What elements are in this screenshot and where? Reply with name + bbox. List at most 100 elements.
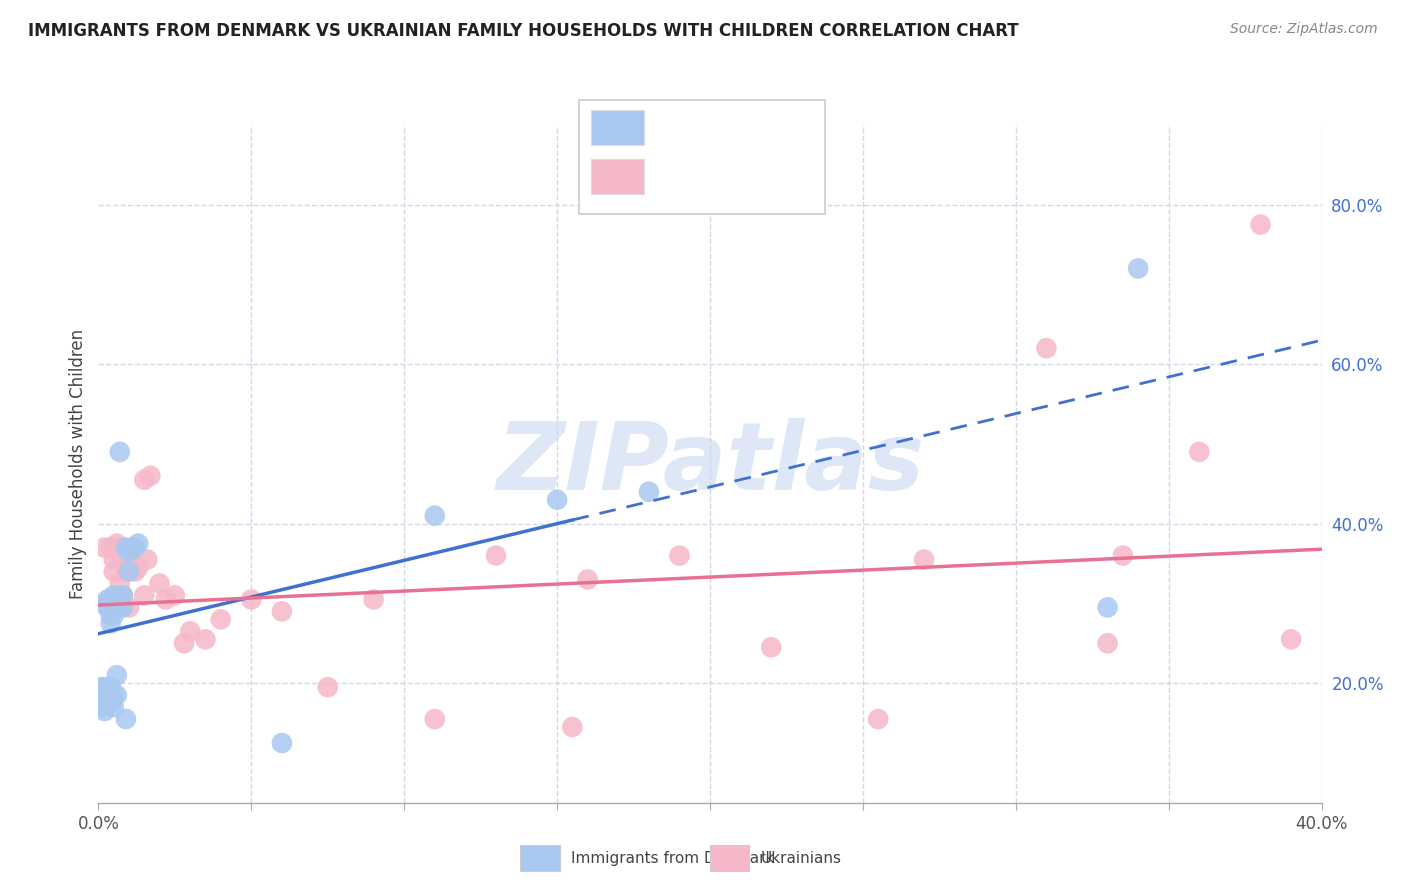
Point <box>100 596 122 610</box>
Point <box>111 589 134 603</box>
Point <box>105 688 128 702</box>
Point <box>118 600 141 615</box>
Point <box>103 700 125 714</box>
Point <box>423 508 446 523</box>
Point <box>155 592 177 607</box>
Point <box>363 592 385 607</box>
Point <box>209 612 232 626</box>
Point <box>1112 549 1135 563</box>
Point <box>97 600 120 615</box>
Text: 38: 38 <box>782 119 804 136</box>
Point <box>108 549 131 563</box>
Point <box>173 636 195 650</box>
Point <box>93 680 115 694</box>
Point <box>163 589 186 603</box>
Point <box>115 544 138 558</box>
Point <box>149 576 172 591</box>
Point <box>103 552 125 566</box>
Point <box>115 712 138 726</box>
Point <box>423 712 446 726</box>
Point <box>1097 636 1119 650</box>
Text: R =: R = <box>658 119 697 136</box>
Text: ZIPatlas: ZIPatlas <box>496 417 924 510</box>
Point <box>111 541 134 555</box>
Point <box>127 560 149 574</box>
Point <box>105 668 128 682</box>
Point <box>637 484 661 499</box>
Point <box>576 573 599 587</box>
Point <box>118 565 141 579</box>
Point <box>868 712 890 726</box>
Point <box>108 589 131 603</box>
Text: 0.213: 0.213 <box>695 119 747 136</box>
Y-axis label: Family Households with Children: Family Households with Children <box>69 329 87 599</box>
Point <box>105 596 128 610</box>
Point <box>97 696 120 710</box>
Point <box>100 608 122 623</box>
Point <box>103 608 125 623</box>
Point <box>100 680 122 694</box>
Point <box>103 565 125 579</box>
Point <box>93 704 115 718</box>
Point <box>100 541 122 555</box>
Point <box>108 445 131 459</box>
Point <box>111 600 134 615</box>
Point <box>912 552 935 566</box>
Point <box>97 592 120 607</box>
Point <box>1249 218 1271 232</box>
Point <box>485 549 508 563</box>
Point <box>97 600 120 615</box>
Point <box>316 680 339 694</box>
Point <box>270 604 292 618</box>
Point <box>1097 600 1119 615</box>
Point <box>108 541 131 555</box>
Text: N =: N = <box>745 119 785 136</box>
Point <box>668 549 690 563</box>
Text: Immigrants from Denmark: Immigrants from Denmark <box>571 851 775 865</box>
Point <box>100 696 122 710</box>
Text: R =: R = <box>658 168 697 186</box>
Point <box>105 600 128 615</box>
Point <box>121 541 143 555</box>
Point <box>118 544 141 558</box>
Point <box>103 688 125 702</box>
Point <box>179 624 201 639</box>
Point <box>1035 341 1057 355</box>
Text: N =: N = <box>745 168 785 186</box>
Point <box>93 596 115 610</box>
Text: Source: ZipAtlas.com: Source: ZipAtlas.com <box>1230 22 1378 37</box>
Point <box>90 700 112 714</box>
Point <box>759 640 782 655</box>
Point <box>139 468 162 483</box>
Point <box>546 492 568 507</box>
Point <box>115 565 138 579</box>
Point <box>90 688 112 702</box>
Point <box>136 552 159 566</box>
Point <box>1188 445 1211 459</box>
Point <box>1128 261 1150 276</box>
Point <box>111 589 134 603</box>
Point <box>90 680 112 694</box>
Point <box>134 473 156 487</box>
Point <box>108 600 131 615</box>
Text: 49: 49 <box>782 168 804 186</box>
Point <box>105 536 128 550</box>
Text: Ukrainians: Ukrainians <box>761 851 842 865</box>
Point <box>127 536 149 550</box>
Text: 0.168: 0.168 <box>695 168 745 186</box>
Point <box>103 596 125 610</box>
Point <box>561 720 583 734</box>
Point <box>124 565 146 579</box>
Point <box>240 592 263 607</box>
Point <box>93 541 115 555</box>
Point <box>194 632 217 647</box>
Point <box>134 589 156 603</box>
Point <box>103 589 125 603</box>
Point <box>100 616 122 631</box>
Text: IMMIGRANTS FROM DENMARK VS UKRAINIAN FAMILY HOUSEHOLDS WITH CHILDREN CORRELATION: IMMIGRANTS FROM DENMARK VS UKRAINIAN FAM… <box>28 22 1019 40</box>
Point <box>124 541 146 555</box>
Point <box>1279 632 1302 647</box>
Point <box>270 736 292 750</box>
Point <box>108 576 131 591</box>
Point <box>118 549 141 563</box>
